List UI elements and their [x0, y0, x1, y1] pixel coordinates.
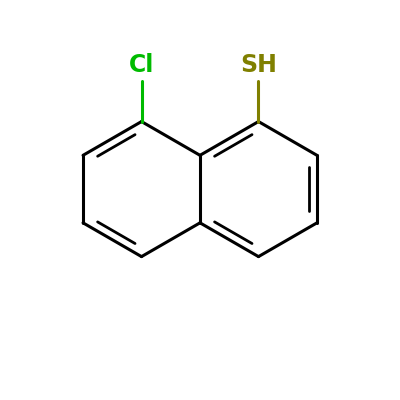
Text: Cl: Cl: [129, 53, 154, 77]
Text: SH: SH: [240, 53, 277, 77]
